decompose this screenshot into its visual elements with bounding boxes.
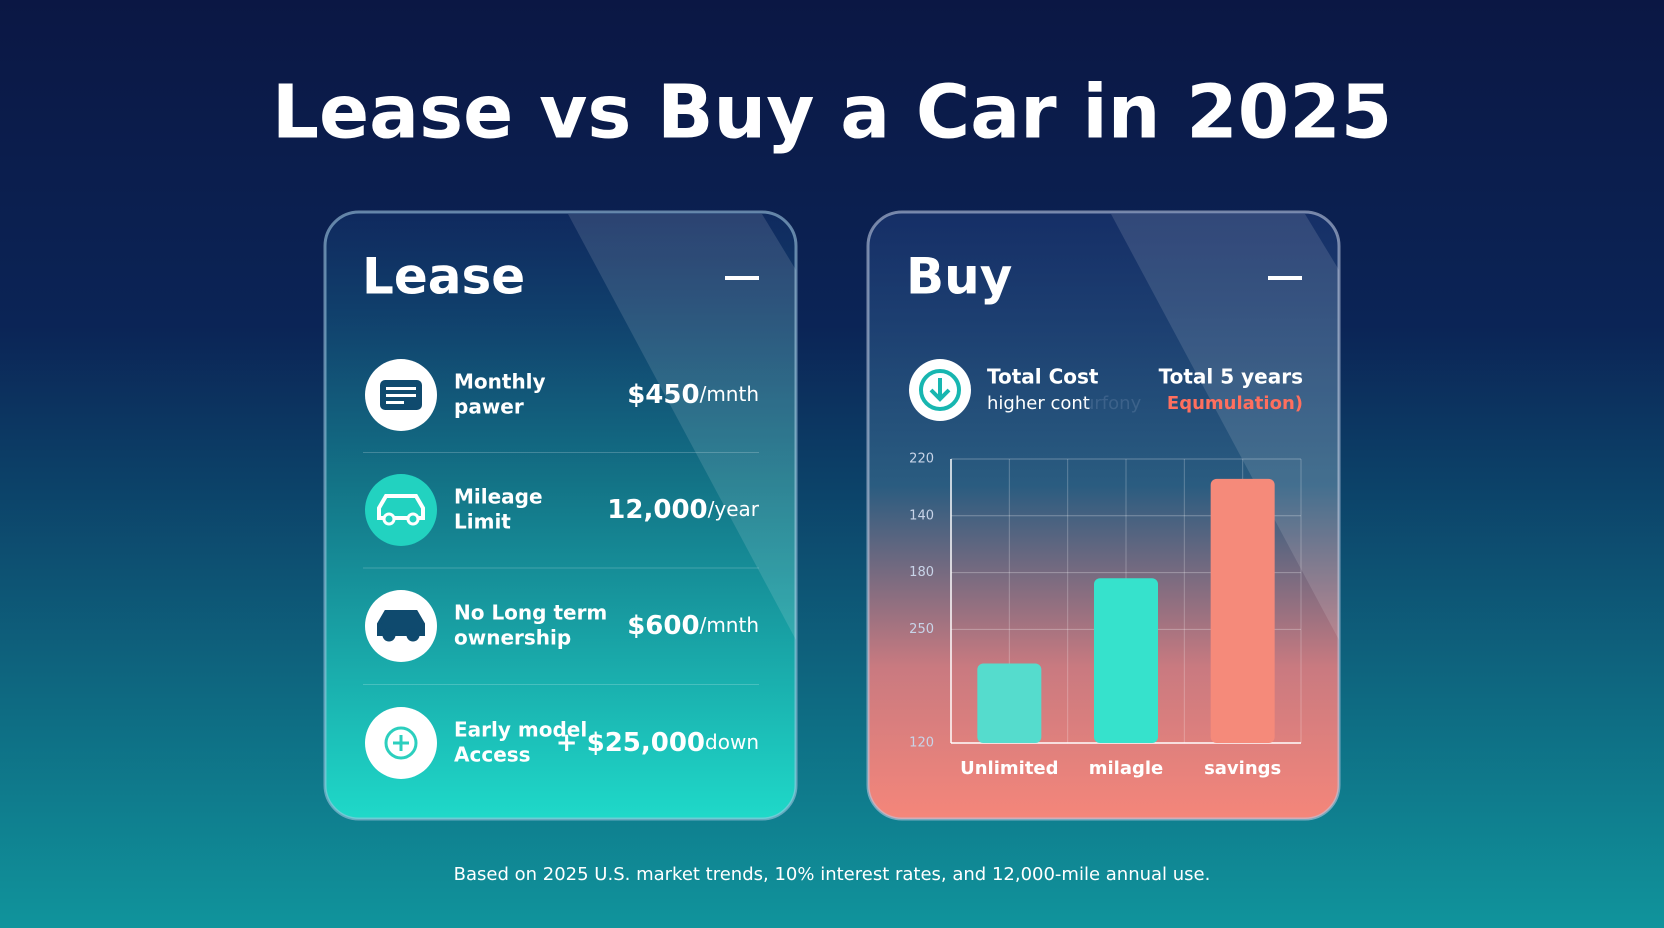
stat-title: Total Cost [987, 365, 1099, 389]
row-value: + $25,000down [556, 728, 759, 758]
row-label: ownership [454, 626, 571, 650]
row-amount: 12,000 [607, 495, 707, 525]
download-icon-ring [919, 369, 961, 411]
stat-title: Total 5 years [1159, 365, 1303, 389]
x-tick-label: Unlimited [960, 758, 1058, 779]
page-title: Lease vs Buy a Car in 2025 [272, 70, 1392, 156]
row-label: Early model [454, 718, 587, 742]
stat-faded: urfony [1083, 393, 1142, 414]
y-tick-label: 180 [909, 565, 934, 580]
bar [1210, 478, 1275, 743]
y-tick-label: 220 [909, 452, 934, 467]
row-icon-glyph [377, 494, 425, 520]
card-heading: Lease [362, 248, 525, 306]
row-amount: + $25,000 [556, 728, 705, 758]
glass-highlight [1111, 214, 1339, 640]
collapse-icon[interactable] [725, 276, 759, 280]
y-tick-label: 250 [909, 622, 934, 637]
card-heading: Buy [906, 248, 1012, 306]
row-label: pawer [454, 395, 524, 419]
collapse-icon[interactable] [1268, 276, 1302, 280]
row-icon-glyph [406, 512, 420, 526]
footnote: Based on 2025 U.S. market trends, 10% in… [454, 864, 1211, 885]
row-value: $450/mnth [627, 380, 759, 410]
row-unit: /mnth [700, 613, 759, 637]
row-icon-glyph [377, 610, 425, 636]
row-icon-glyph [386, 401, 404, 404]
x-tick-label: milagle [1089, 758, 1164, 779]
row-icon-glyph [406, 628, 420, 642]
lease-card [323, 210, 798, 821]
row-unit: /mnth [700, 382, 759, 406]
row-label: Limit [454, 510, 511, 534]
download-icon-arrow [929, 378, 951, 402]
row-label: No Long term [454, 601, 607, 625]
stat-subtitle: Equmulation) [1167, 393, 1303, 414]
row-amount: $600 [627, 611, 699, 641]
glass-highlight [568, 214, 796, 640]
row-value: 12,000/year [607, 495, 759, 525]
y-tick-label: 120 [909, 736, 934, 751]
row-icon [365, 474, 437, 546]
row-label: Monthly [454, 370, 546, 394]
row-icon-glyph [386, 387, 416, 390]
row-icon-glyph [386, 394, 416, 397]
stat-subtitle: higher cont [987, 393, 1090, 414]
row-label: Access [454, 743, 531, 767]
row-icon-glyph [384, 726, 418, 760]
row-amount: $450 [627, 380, 699, 410]
row-unit: down [705, 730, 759, 754]
row-icon-glyph [382, 512, 396, 526]
row-unit: /year [708, 497, 760, 521]
row-icon-glyph [393, 735, 409, 751]
y-tick-label: 140 [909, 508, 934, 523]
row-value: $600/mnth [627, 611, 759, 641]
x-tick-label: savings [1204, 758, 1281, 779]
bar [977, 663, 1042, 743]
row-label: Mileage [454, 485, 543, 509]
bar [1094, 578, 1158, 743]
row-icon-glyph [382, 628, 396, 642]
